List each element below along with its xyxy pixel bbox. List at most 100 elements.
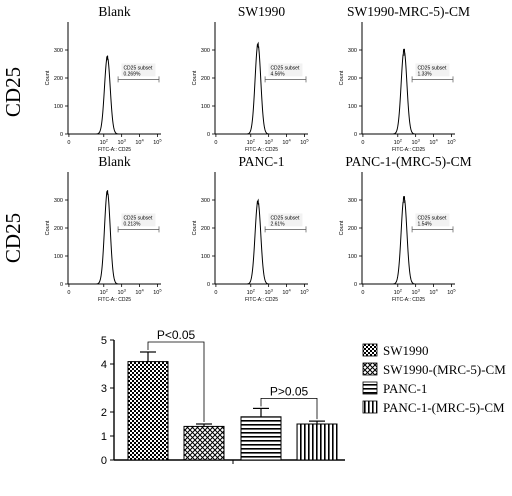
panel-title: SW1990 xyxy=(238,4,286,19)
y-tick-label: 100 xyxy=(201,254,210,260)
x-tick-label: 102 xyxy=(247,138,256,147)
bar-y-tick-label: 4 xyxy=(101,359,107,371)
x-tick-label: 0 xyxy=(361,290,364,296)
significance-bracket xyxy=(260,398,318,420)
x-axis-label: FITC-A:: CD25 xyxy=(392,297,425,303)
y-tick-label: 200 xyxy=(348,76,357,82)
gate-value: 4.56% xyxy=(270,71,285,77)
histogram-curve xyxy=(390,48,420,135)
y-tick-label: 200 xyxy=(201,76,210,82)
gate-name: CD25 subset xyxy=(123,215,153,221)
y-tick-label: 200 xyxy=(54,76,63,82)
panel-title: Blank xyxy=(98,154,130,169)
x-tick-label: 0 xyxy=(214,290,217,296)
x-tick-label: 103 xyxy=(411,138,420,147)
y-axis-label: Count xyxy=(339,70,345,85)
bar xyxy=(127,361,169,461)
histogram-panel: Blank 0 100 200 300 Count 0 102 103 104 105 FITC-A:… xyxy=(45,154,162,303)
legend-label: SW1990 xyxy=(383,343,429,358)
y-tick-label: 0 xyxy=(207,282,210,288)
y-tick-label: 300 xyxy=(348,198,357,204)
x-tick-label: 0 xyxy=(67,140,70,146)
bar-y-tick-label: 2 xyxy=(101,407,107,419)
x-tick-label: 105 xyxy=(447,138,456,147)
histogram-curve xyxy=(243,41,273,135)
y-tick-label: 100 xyxy=(348,104,357,110)
x-tick-label: 105 xyxy=(300,288,309,297)
y-tick-label: 0 xyxy=(354,282,357,288)
x-tick-label: 102 xyxy=(394,288,403,297)
panel-title: PANC-1-(MRC-5)-CM xyxy=(345,154,471,169)
x-tick-label: 103 xyxy=(411,288,420,297)
x-tick-label: 105 xyxy=(153,138,162,147)
x-tick-label: 105 xyxy=(153,288,162,297)
gate-label-box xyxy=(415,63,450,77)
x-tick-label: 103 xyxy=(264,288,273,297)
y-axis-label: Count xyxy=(339,220,345,235)
gate-name: CD25 subset xyxy=(417,215,447,221)
histogram-panel: PANC-1-(MRC-5)-CM 0 100 200 300 Count 0 102 103 1… xyxy=(339,154,472,303)
y-tick-label: 100 xyxy=(201,104,210,110)
histogram-panel: Blank 0 100 200 300 Count 0 102 103 104 105 FITC-A:… xyxy=(45,4,162,153)
x-tick-label: 103 xyxy=(117,138,126,147)
legend-label: PANC-1 xyxy=(383,381,427,396)
y-tick-label: 300 xyxy=(348,48,357,54)
y-tick-label: 0 xyxy=(207,132,210,138)
bar-y-tick-label: 0 xyxy=(101,455,107,467)
y-tick-label: 100 xyxy=(54,254,63,260)
gate-label-box xyxy=(121,213,156,227)
y-tick-label: 200 xyxy=(348,226,357,232)
y-tick-label: 200 xyxy=(201,226,210,232)
histogram-curve xyxy=(243,198,273,285)
row-label-top: CD25 xyxy=(1,67,25,117)
y-tick-label: 300 xyxy=(54,48,63,54)
x-tick-label: 0 xyxy=(214,140,217,146)
legend-swatch xyxy=(362,362,378,376)
significance-label: P<0.05 xyxy=(157,328,196,342)
bar xyxy=(183,425,225,461)
y-tick-label: 0 xyxy=(60,132,63,138)
gate-value: 0.269% xyxy=(123,71,141,77)
y-axis-label: Count xyxy=(45,70,51,85)
x-tick-label: 102 xyxy=(100,288,109,297)
legend-swatch xyxy=(362,381,378,395)
x-axis-label: FITC-A:: CD25 xyxy=(98,297,131,303)
legend-swatch xyxy=(362,343,378,357)
gate-label-box xyxy=(268,213,303,227)
gate-value: 2.61% xyxy=(270,221,285,227)
gate-value: 1.33% xyxy=(417,71,432,77)
gate-name: CD25 subset xyxy=(417,65,447,71)
y-tick-label: 200 xyxy=(54,226,63,232)
gate-value: 1.54% xyxy=(417,221,432,227)
gate-name: CD25 subset xyxy=(270,65,300,71)
y-tick-label: 0 xyxy=(60,282,63,288)
bar-legend: SW1990 SW1990-(MRC-5)-CM PANC-1 PANC-1-(MRC… xyxy=(362,343,506,415)
legend-label: PANC-1-(MRC-5)-CM xyxy=(383,400,505,415)
histogram-curve xyxy=(96,55,126,135)
bar xyxy=(240,416,282,461)
y-tick-label: 300 xyxy=(54,198,63,204)
legend-swatch xyxy=(362,400,378,414)
significance-label: P>0.05 xyxy=(270,384,309,398)
panel-title: PANC-1 xyxy=(238,154,284,169)
bar-chart: 0 1 2 3 4 5 P<0.05 P>0.05 xyxy=(101,328,345,467)
x-tick-label: 103 xyxy=(117,288,126,297)
x-tick-label: 104 xyxy=(135,288,144,297)
bar xyxy=(296,423,338,461)
x-tick-label: 102 xyxy=(247,288,256,297)
bar-y-tick-label: 3 xyxy=(101,383,107,395)
y-tick-label: 300 xyxy=(201,48,210,54)
gate-name: CD25 subset xyxy=(270,215,300,221)
x-tick-label: 103 xyxy=(264,138,273,147)
x-tick-label: 104 xyxy=(282,288,291,297)
histogram-curve xyxy=(96,190,126,285)
y-tick-label: 0 xyxy=(354,132,357,138)
gate-label-box xyxy=(415,213,450,227)
gate-name: CD25 subset xyxy=(123,65,153,71)
gate-label-box xyxy=(268,63,303,77)
bar-y-tick-label: 5 xyxy=(101,335,107,347)
legend-label: SW1990-(MRC-5)-CM xyxy=(383,362,506,377)
x-tick-label: 105 xyxy=(447,288,456,297)
x-axis-label: FITC-A:: CD25 xyxy=(245,147,278,153)
